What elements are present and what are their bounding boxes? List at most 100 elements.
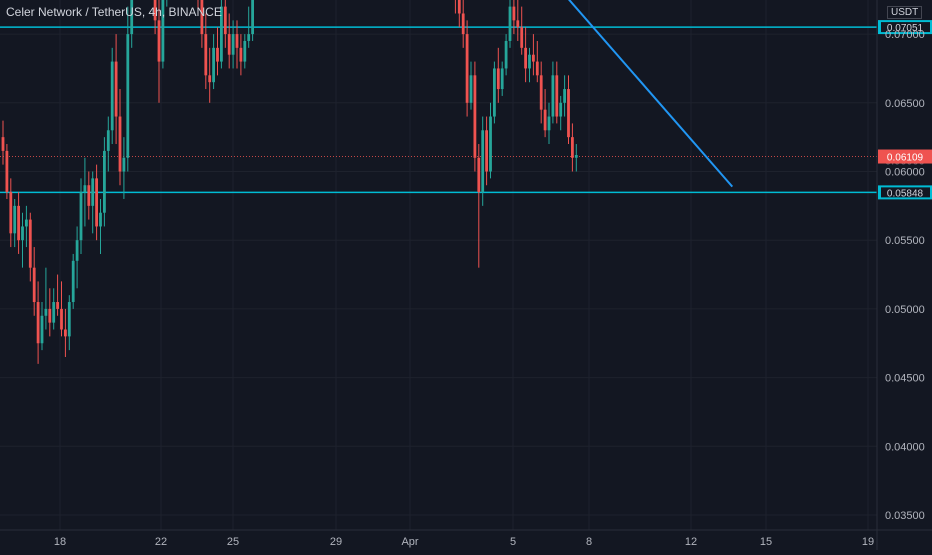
candle-body (539, 75, 543, 110)
y-tick-label: 0.04500 (885, 373, 925, 385)
candle-body (485, 130, 488, 172)
y-tick-label: 0.07000 (885, 29, 925, 41)
candle-body (99, 212, 102, 227)
candle-body (520, 27, 524, 48)
candle-body (574, 155, 578, 158)
candle-body (204, 34, 208, 76)
candle-body (528, 54, 531, 69)
y-tick-label: 0.05000 (885, 304, 925, 316)
descending-trendline[interactable] (296, 0, 734, 188)
candle-body (36, 302, 40, 344)
candle-body (571, 137, 574, 158)
candle-body (465, 34, 469, 103)
candle-body (103, 150, 106, 213)
candle-body (543, 109, 547, 131)
candle-body (567, 89, 570, 138)
candle-body (461, 13, 465, 35)
y-tick-label: 0.06500 (885, 98, 925, 110)
x-tick-label: 15 (760, 536, 772, 548)
candle-body (243, 40, 247, 62)
candle-body (559, 102, 563, 117)
candle-body (524, 47, 527, 69)
candle-body (251, 0, 254, 35)
candle-body (25, 219, 28, 227)
candle-body (500, 68, 504, 90)
candle-body (516, 20, 520, 28)
candle-body (532, 54, 535, 62)
candle-body (13, 205, 17, 234)
x-tick-label: 29 (330, 536, 342, 548)
candle-body (469, 75, 473, 103)
candle-body (28, 219, 32, 268)
candle-body (208, 75, 212, 83)
y-tick-label: 0.03500 (885, 510, 925, 522)
candle-body (32, 267, 36, 303)
level-price-label: 0.05848 (887, 188, 924, 199)
candle-body (95, 178, 98, 227)
trendline-layer (296, 0, 734, 188)
candle-body (71, 260, 75, 303)
candle-body (512, 6, 516, 21)
candle-body (563, 89, 566, 103)
x-tick-label: 22 (155, 536, 167, 548)
candle-body (56, 302, 59, 309)
candle-body (157, 20, 161, 62)
level-price-label: 0.07051 (887, 23, 924, 34)
candle-body (535, 61, 539, 76)
last-price-label: 0.06109 (887, 153, 924, 164)
candle-body (79, 192, 83, 241)
candle-body (223, 6, 227, 35)
candle-body (473, 75, 477, 158)
candle-body (489, 116, 492, 172)
y-tick-label: 0.05500 (885, 235, 925, 247)
candle-body (551, 75, 555, 117)
x-tick-label: 18 (54, 536, 66, 548)
candle-body (504, 40, 508, 69)
currency-label[interactable]: USDT (887, 6, 923, 19)
candle-body (114, 61, 118, 117)
candle-body (48, 308, 52, 323)
candle-body (477, 157, 481, 193)
candle-body (153, 0, 157, 21)
candle-body (496, 68, 500, 90)
candle-body (227, 34, 231, 55)
candlestick-series (1, 0, 578, 364)
candle-body (9, 192, 13, 234)
candle-body (1, 137, 5, 151)
candle-body (64, 329, 67, 337)
x-tick-label: 19 (862, 536, 874, 548)
candle-body (212, 47, 215, 83)
candle-body (493, 68, 496, 117)
candle-body (239, 47, 243, 62)
x-tick-label: 25 (227, 536, 239, 548)
candle-body (91, 178, 95, 206)
candle-body (122, 157, 126, 172)
candle-body (52, 302, 56, 323)
candle-body (87, 185, 91, 206)
candle-body (555, 75, 559, 117)
candle-body (161, 0, 165, 62)
level-price-box-inner (881, 22, 930, 33)
candle-body (457, 0, 461, 14)
x-tick-label: 12 (685, 536, 697, 548)
candle-body (130, 0, 134, 35)
candle-body (231, 34, 235, 55)
candle-body (481, 130, 485, 193)
x-tick-label: 5 (510, 536, 516, 548)
candle-body (60, 308, 63, 330)
candle-body (220, 6, 223, 62)
candle-body (247, 34, 251, 41)
y-tick-label: 0.06000 (885, 167, 925, 179)
candle-body (5, 150, 9, 193)
candle-body (126, 34, 130, 158)
x-tick-label: Apr (401, 536, 418, 548)
level-price-box-inner (881, 187, 930, 198)
last-price-box (878, 149, 932, 164)
candle-body (17, 205, 20, 241)
candle-body (110, 61, 114, 131)
chart-title: Celer Network / TetherUS, 4h, BINANCE (6, 5, 222, 19)
